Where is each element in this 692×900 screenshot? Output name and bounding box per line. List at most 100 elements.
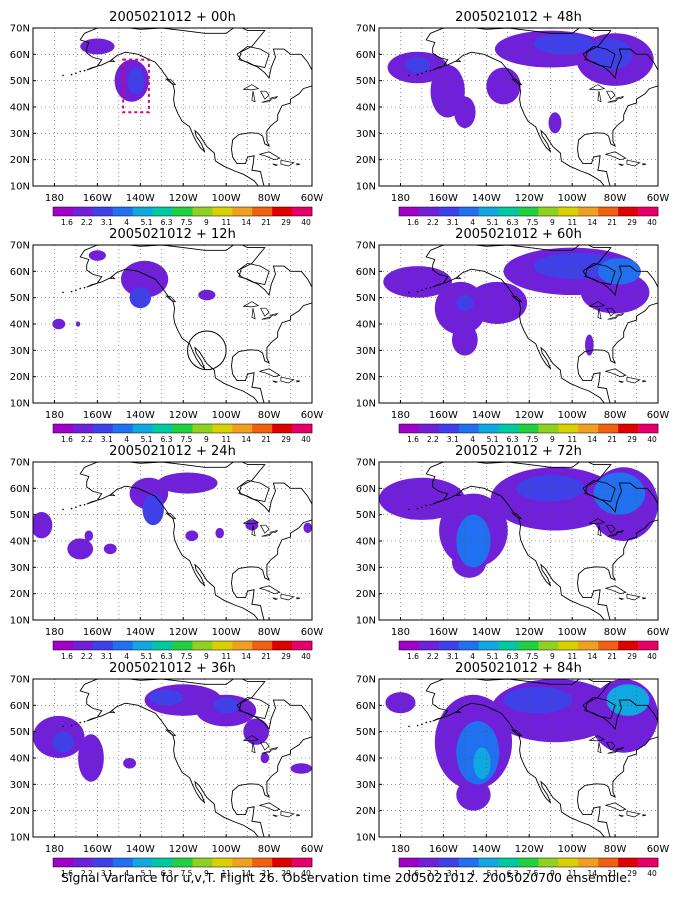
colorbar-swatch <box>172 424 193 433</box>
island <box>70 724 73 727</box>
coastline <box>589 518 606 525</box>
colorbar-swatch <box>438 641 460 650</box>
x-tick-label: 100W <box>212 410 241 421</box>
colorbar-label: 21 <box>607 218 617 227</box>
signal-region <box>533 252 620 280</box>
colorbar-label: 11 <box>568 652 578 661</box>
colorbar-swatch <box>192 207 213 216</box>
colorbar-label: 4 <box>124 869 129 878</box>
panel-frame <box>32 27 313 187</box>
signal-region <box>33 512 53 539</box>
colorbar-swatch <box>132 424 153 433</box>
island <box>425 70 428 73</box>
signal-region <box>52 731 74 753</box>
observation-region <box>122 58 150 114</box>
colorbar-label: 5.1 <box>487 869 499 878</box>
coastline <box>272 163 279 166</box>
colorbar-label: 40 <box>301 869 311 878</box>
x-tick-label: 180 <box>45 627 64 638</box>
colorbar-label: 29 <box>627 652 637 661</box>
panel-title: 2005021012 + 12h <box>109 227 236 242</box>
coastline <box>597 742 602 754</box>
colorbar-swatch <box>232 207 253 216</box>
colorbar-swatch <box>272 641 293 650</box>
coastline <box>582 45 616 68</box>
colorbar-swatch <box>458 858 479 867</box>
colorbar-swatch <box>212 858 233 867</box>
y-tick-label: 60N <box>10 484 30 495</box>
coastline <box>260 90 270 100</box>
colorbar-swatch <box>152 641 173 650</box>
coastline <box>597 91 602 103</box>
island <box>421 506 423 509</box>
coastline <box>597 525 602 537</box>
coastline <box>597 308 602 320</box>
coastline <box>269 530 278 533</box>
coastline <box>626 810 641 818</box>
coastline <box>615 530 624 533</box>
colorbar-label: 7.5 <box>526 652 538 661</box>
island <box>425 287 428 290</box>
colorbar-label: 5.1 <box>141 435 153 444</box>
map-panel-2: 2005021012 + 24h 10N 20N 30N 40N 50N 60N 70N 180… <box>10 444 324 661</box>
coastline <box>280 593 295 601</box>
colorbar-label: 5.1 <box>487 218 499 227</box>
signal-region <box>215 527 225 539</box>
x-tick-label: 140W <box>126 844 155 855</box>
colorbar-swatch <box>172 858 193 867</box>
coastline <box>607 532 619 537</box>
colorbar-label: 3.1 <box>447 652 459 661</box>
signal-region <box>157 472 218 494</box>
colorbar-swatch <box>112 641 133 650</box>
colorbar-swatch <box>72 424 94 433</box>
colorbar-swatch <box>192 424 213 433</box>
colorbar-swatch <box>498 207 519 216</box>
island <box>416 290 419 293</box>
colorbar-label: 21 <box>261 435 271 444</box>
colorbar-swatch <box>132 641 153 650</box>
x-tick-label: 140W <box>472 627 501 638</box>
colorbar-swatch <box>152 207 173 216</box>
colorbar-swatch <box>53 424 74 433</box>
coastline <box>455 710 462 714</box>
island <box>429 503 432 506</box>
coastline <box>272 597 279 600</box>
signal-region <box>456 295 474 311</box>
island <box>83 286 86 289</box>
colorbar-swatch <box>538 424 559 433</box>
coastline <box>511 78 522 86</box>
colorbar-swatch <box>638 641 659 650</box>
coastline <box>296 163 301 166</box>
colorbar-label: 2.2 <box>427 435 439 444</box>
island <box>416 724 419 727</box>
colorbar-swatch <box>192 641 213 650</box>
coastline <box>109 710 116 714</box>
colorbar-label: 7.5 <box>180 869 192 878</box>
coastline <box>642 814 647 817</box>
colorbar-swatch <box>598 207 619 216</box>
coastline <box>606 307 616 317</box>
x-tick-label: 120W <box>169 627 198 638</box>
colorbar-label: 1.6 <box>61 435 73 444</box>
x-tick-label: 180 <box>391 410 410 421</box>
colorbar-label: 7.5 <box>180 218 192 227</box>
coastline <box>618 597 625 600</box>
signal-region <box>148 689 184 706</box>
signal-region <box>548 112 562 134</box>
colorbar-swatch <box>578 858 599 867</box>
y-tick-label: 10N <box>10 616 30 627</box>
coastline <box>243 84 260 91</box>
colorbar-label: 6.3 <box>161 218 173 227</box>
colorbar-swatch <box>638 858 659 867</box>
colorbar-label: 11 <box>568 435 578 444</box>
coastline <box>280 376 295 384</box>
y-tick-label: 40N <box>10 754 30 765</box>
colorbar-label: 40 <box>301 652 311 661</box>
map-panel-3: 2005021012 + 36h 10N 20N 30N 40N 50N 60N 70N 180… <box>10 661 324 878</box>
x-tick-label: 100W <box>212 193 241 204</box>
coastline <box>618 380 625 383</box>
colorbar-swatch <box>558 424 579 433</box>
coastline <box>261 315 273 320</box>
y-tick-label: 20N <box>356 589 376 600</box>
colorbar-label: 4 <box>124 435 129 444</box>
